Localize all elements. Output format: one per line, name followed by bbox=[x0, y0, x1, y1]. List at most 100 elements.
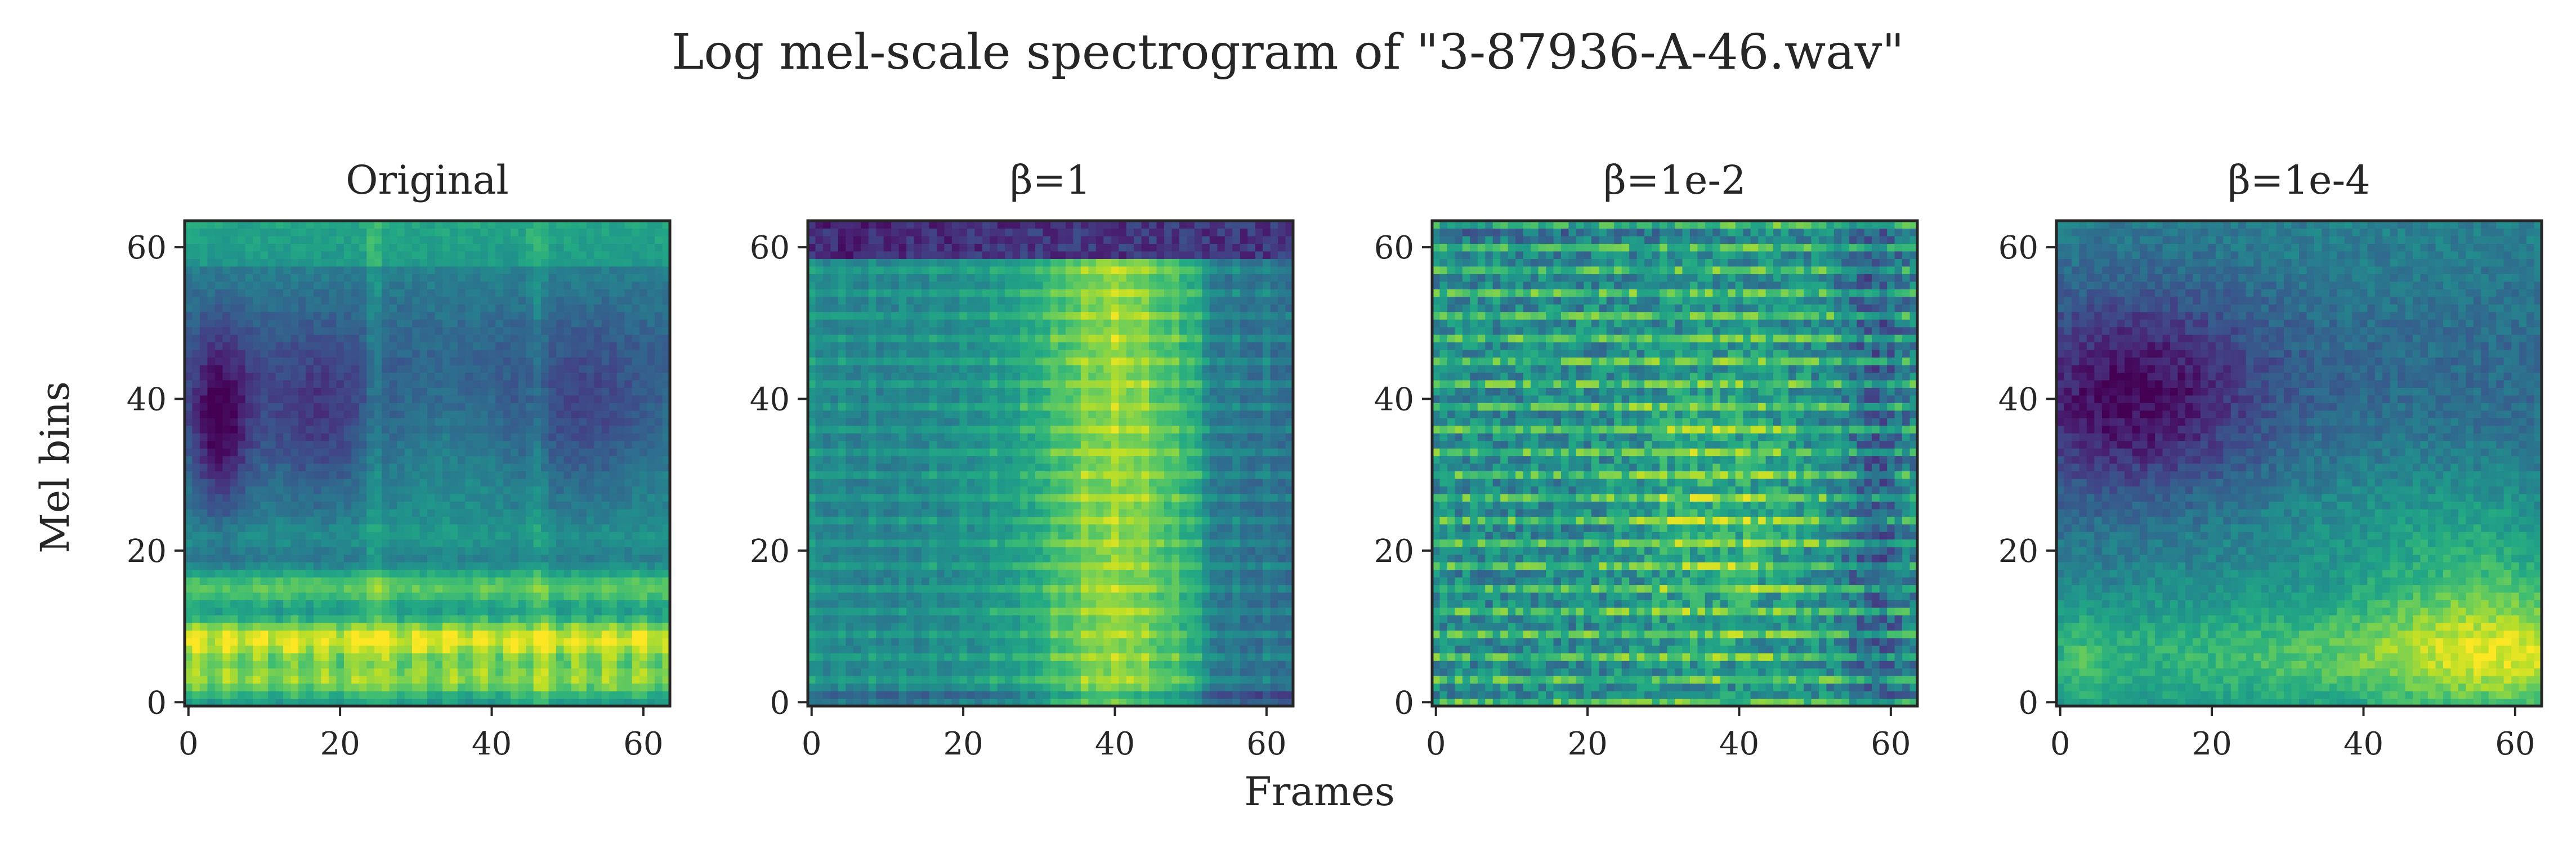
heatmap-cell bbox=[899, 319, 907, 327]
heatmap-cell bbox=[899, 304, 907, 312]
heatmap-cell bbox=[283, 623, 291, 631]
heatmap-cell bbox=[261, 630, 269, 638]
heatmap-cell bbox=[215, 350, 223, 358]
heatmap-cell bbox=[823, 228, 831, 236]
heatmap-cell bbox=[869, 516, 876, 524]
heatmap-cell bbox=[884, 334, 892, 342]
heatmap-cell bbox=[526, 645, 534, 653]
heatmap-cell bbox=[823, 350, 831, 358]
heatmap-cell bbox=[823, 395, 831, 403]
heatmap-cell bbox=[594, 342, 602, 350]
heatmap-cell bbox=[503, 615, 511, 623]
heatmap-cell bbox=[253, 418, 261, 426]
heatmap-cell bbox=[564, 501, 571, 509]
heatmap-cell bbox=[405, 282, 413, 289]
heatmap-cell bbox=[207, 266, 215, 274]
heatmap-cell bbox=[632, 312, 640, 320]
heatmap-cell bbox=[876, 471, 884, 479]
heatmap-cell bbox=[230, 258, 238, 266]
heatmap-cell bbox=[655, 418, 663, 426]
heatmap-cell bbox=[344, 668, 352, 676]
heatmap-cell bbox=[632, 236, 640, 244]
heatmap-cell bbox=[374, 380, 382, 388]
heatmap-cell bbox=[602, 524, 610, 532]
heatmap-cell bbox=[571, 395, 579, 403]
heatmap-cell bbox=[511, 282, 518, 289]
heatmap-cell bbox=[291, 395, 299, 403]
heatmap-cell bbox=[526, 448, 534, 456]
heatmap-cell bbox=[397, 623, 405, 631]
heatmap-cell bbox=[321, 684, 329, 691]
heatmap-cell bbox=[351, 387, 359, 395]
heatmap-cell bbox=[291, 418, 299, 426]
heatmap-cell bbox=[579, 243, 587, 251]
heatmap-cell bbox=[549, 600, 557, 608]
heatmap-cell bbox=[624, 289, 632, 297]
heatmap-cell bbox=[647, 608, 655, 615]
heatmap-cell bbox=[420, 570, 428, 578]
heatmap-cell bbox=[261, 342, 269, 350]
heatmap-cell bbox=[571, 501, 579, 509]
heatmap-cell bbox=[329, 532, 337, 539]
heatmap-cell bbox=[861, 509, 869, 517]
heatmap-cell bbox=[314, 645, 321, 653]
heatmap-cell bbox=[609, 463, 617, 471]
heatmap-cell bbox=[344, 274, 352, 282]
heatmap-cell bbox=[891, 448, 899, 456]
heatmap-cell bbox=[359, 539, 367, 547]
heatmap-cell bbox=[564, 585, 571, 593]
heatmap-cell bbox=[480, 289, 488, 297]
heatmap-cell bbox=[846, 660, 853, 668]
heatmap-cell bbox=[397, 350, 405, 358]
heatmap-cell bbox=[655, 258, 663, 266]
heatmap-cell bbox=[815, 494, 823, 502]
heatmap-cell bbox=[298, 342, 306, 350]
heatmap-cell bbox=[321, 228, 329, 236]
heatmap-cell bbox=[884, 577, 892, 585]
heatmap-cell bbox=[215, 312, 223, 320]
heatmap-cell bbox=[321, 570, 329, 578]
heatmap-cell bbox=[253, 463, 261, 471]
heatmap-cell bbox=[268, 395, 276, 403]
heatmap-cell bbox=[283, 486, 291, 494]
heatmap-cell bbox=[192, 555, 200, 562]
heatmap-cell bbox=[283, 608, 291, 615]
heatmap-cell bbox=[541, 410, 549, 418]
heatmap-cell bbox=[541, 516, 549, 524]
heatmap-cell bbox=[200, 410, 208, 418]
heatmap-cell bbox=[617, 357, 625, 365]
heatmap-cell bbox=[632, 365, 640, 373]
heatmap-cell bbox=[534, 570, 542, 578]
heatmap-cell bbox=[639, 539, 647, 547]
heatmap-cell bbox=[647, 615, 655, 623]
heatmap-cell bbox=[541, 524, 549, 532]
heatmap-cell bbox=[541, 585, 549, 593]
heatmap-cell bbox=[511, 668, 518, 676]
heatmap-cell bbox=[488, 327, 496, 335]
heatmap-cell bbox=[261, 426, 269, 434]
heatmap-cell bbox=[534, 274, 542, 282]
heatmap-cell bbox=[336, 426, 344, 434]
heatmap-cell bbox=[291, 486, 299, 494]
heatmap-cell bbox=[647, 312, 655, 320]
heatmap-cell bbox=[283, 638, 291, 646]
heatmap-cell bbox=[518, 516, 526, 524]
heatmap-cell bbox=[397, 372, 405, 380]
heatmap-cell bbox=[647, 562, 655, 570]
heatmap-cell bbox=[624, 486, 632, 494]
heatmap-cell bbox=[435, 524, 442, 532]
heatmap-cell bbox=[427, 585, 435, 593]
heatmap-cell bbox=[382, 638, 390, 646]
heatmap-cell bbox=[366, 592, 374, 600]
heatmap-cell bbox=[366, 258, 374, 266]
heatmap-cell bbox=[465, 274, 473, 282]
heatmap-cell bbox=[298, 660, 306, 668]
heatmap-cell bbox=[268, 638, 276, 646]
heatmap-cell bbox=[503, 592, 511, 600]
heatmap-cell bbox=[655, 592, 663, 600]
heatmap-cell bbox=[838, 516, 846, 524]
heatmap-cell bbox=[374, 547, 382, 555]
heatmap-cell bbox=[230, 630, 238, 638]
heatmap-cell bbox=[518, 365, 526, 373]
heatmap-cell bbox=[344, 630, 352, 638]
